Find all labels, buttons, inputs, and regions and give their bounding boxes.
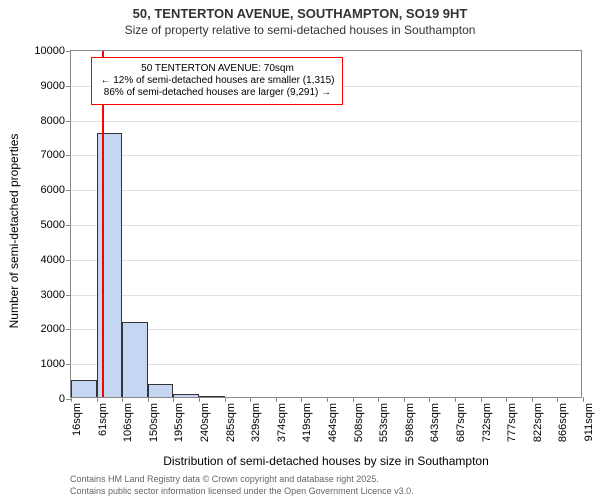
x-tick-mark bbox=[122, 397, 123, 402]
x-tick-mark bbox=[506, 397, 507, 402]
x-tick-label: 508sqm bbox=[353, 403, 365, 442]
gridline bbox=[71, 295, 581, 296]
histogram-bar bbox=[71, 380, 97, 397]
x-tick-mark bbox=[378, 397, 379, 402]
histogram-bar bbox=[97, 133, 123, 397]
y-tick-label: 2000 bbox=[41, 323, 71, 335]
y-axis-label: Number of semi-detached properties bbox=[7, 57, 21, 405]
x-tick-label: 732sqm bbox=[481, 403, 493, 442]
x-tick-mark bbox=[404, 397, 405, 402]
callout-line-3: 86% of semi-detached houses are larger (… bbox=[100, 87, 334, 99]
y-tick-label: 7000 bbox=[41, 149, 71, 161]
plot-area: 0100020003000400050006000700080009000100… bbox=[70, 50, 582, 398]
x-tick-label: 374sqm bbox=[276, 403, 288, 442]
x-tick-mark bbox=[429, 397, 430, 402]
x-tick-label: 643sqm bbox=[429, 403, 441, 442]
x-tick-mark bbox=[250, 397, 251, 402]
y-tick-label: 0 bbox=[59, 393, 71, 405]
x-tick-label: 150sqm bbox=[148, 403, 160, 442]
x-tick-label: 598sqm bbox=[404, 403, 416, 442]
x-tick-mark bbox=[557, 397, 558, 402]
gridline bbox=[71, 260, 581, 261]
x-tick-mark bbox=[532, 397, 533, 402]
attribution-line-2: Contains public sector information licen… bbox=[70, 486, 414, 498]
x-tick-label: 16sqm bbox=[71, 403, 83, 436]
x-tick-mark bbox=[481, 397, 482, 402]
attribution-text: Contains HM Land Registry data © Crown c… bbox=[70, 474, 414, 497]
histogram-bar bbox=[173, 394, 199, 397]
x-tick-label: 553sqm bbox=[378, 403, 390, 442]
x-tick-label: 866sqm bbox=[557, 403, 569, 442]
gridline bbox=[71, 190, 581, 191]
x-tick-label: 285sqm bbox=[225, 403, 237, 442]
x-tick-label: 911sqm bbox=[583, 403, 595, 441]
x-tick-mark bbox=[583, 397, 584, 402]
y-tick-label: 5000 bbox=[41, 219, 71, 231]
x-tick-label: 61sqm bbox=[97, 403, 109, 436]
x-tick-mark bbox=[455, 397, 456, 402]
y-tick-label: 9000 bbox=[41, 80, 71, 92]
callout-box: 50 TENTERTON AVENUE: 70sqm ← 12% of semi… bbox=[91, 57, 343, 105]
x-tick-mark bbox=[148, 397, 149, 402]
y-tick-label: 6000 bbox=[41, 184, 71, 196]
attribution-line-1: Contains HM Land Registry data © Crown c… bbox=[70, 474, 414, 486]
x-tick-mark bbox=[173, 397, 174, 402]
gridline bbox=[71, 121, 581, 122]
histogram-bar bbox=[148, 384, 174, 397]
x-tick-label: 777sqm bbox=[506, 403, 518, 442]
x-tick-label: 240sqm bbox=[199, 403, 211, 442]
x-tick-mark bbox=[327, 397, 328, 402]
gridline bbox=[71, 225, 581, 226]
callout-line-2: ← 12% of semi-detached houses are smalle… bbox=[100, 75, 334, 87]
chart-subtitle: Size of property relative to semi-detach… bbox=[0, 21, 600, 37]
histogram-bar bbox=[122, 322, 148, 397]
callout-line-1: 50 TENTERTON AVENUE: 70sqm bbox=[100, 63, 334, 75]
y-tick-label: 3000 bbox=[41, 289, 71, 301]
x-tick-label: 195sqm bbox=[173, 403, 185, 442]
y-tick-label: 1000 bbox=[41, 358, 71, 370]
gridline bbox=[71, 155, 581, 156]
x-tick-mark bbox=[276, 397, 277, 402]
x-tick-label: 106sqm bbox=[122, 403, 134, 442]
y-tick-label: 8000 bbox=[41, 115, 71, 127]
x-tick-mark bbox=[353, 397, 354, 402]
x-tick-mark bbox=[71, 397, 72, 402]
x-axis-label: Distribution of semi-detached houses by … bbox=[70, 454, 582, 468]
x-tick-label: 822sqm bbox=[532, 403, 544, 442]
x-tick-label: 329sqm bbox=[250, 403, 262, 442]
x-tick-label: 419sqm bbox=[301, 403, 313, 442]
chart-container: 50, TENTERTON AVENUE, SOUTHAMPTON, SO19 … bbox=[0, 0, 600, 500]
x-tick-mark bbox=[97, 397, 98, 402]
x-tick-label: 464sqm bbox=[327, 403, 339, 442]
x-tick-mark bbox=[301, 397, 302, 402]
x-tick-label: 687sqm bbox=[455, 403, 467, 442]
y-tick-label: 4000 bbox=[41, 254, 71, 266]
chart-title: 50, TENTERTON AVENUE, SOUTHAMPTON, SO19 … bbox=[0, 0, 600, 21]
x-tick-mark bbox=[199, 397, 200, 402]
y-tick-label: 10000 bbox=[34, 45, 71, 57]
x-tick-mark bbox=[225, 397, 226, 402]
histogram-bar bbox=[199, 396, 225, 397]
